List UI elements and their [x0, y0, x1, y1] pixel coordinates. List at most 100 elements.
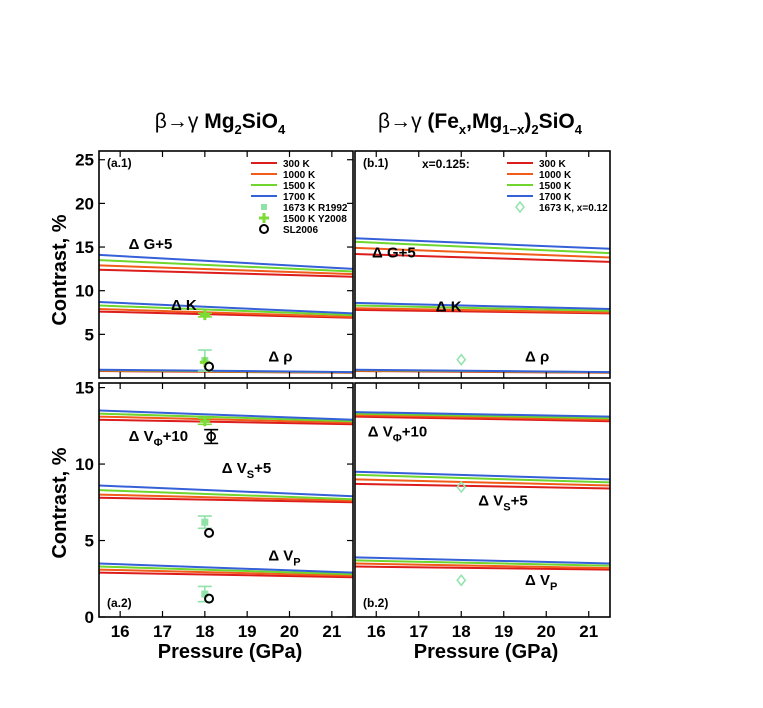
legend-label-2: 1500 K	[283, 181, 316, 192]
series-line-300k-0	[355, 415, 610, 423]
panel-label-b2: (b.2)	[363, 596, 388, 610]
x-tick-label-16: 16	[111, 622, 130, 641]
y-tick-label-15: 15	[75, 238, 94, 257]
series-line-1700k-11	[99, 368, 353, 374]
panel-frame	[98, 382, 354, 618]
series-line-300k-8	[99, 571, 353, 579]
series-line-1700k-3	[355, 237, 610, 250]
legend-label-4: 1673 K, x=0.12	[539, 203, 608, 214]
x-tick-label-16: 16	[367, 622, 386, 641]
series-line-300k-4	[355, 308, 610, 315]
annotations: Δ G+5 Δ K Δ ρ	[129, 236, 293, 366]
series-line-1500k-2	[99, 412, 353, 423]
annotation-2: Δ ρ	[525, 348, 549, 365]
series-line-1700k-3	[355, 411, 610, 418]
annotation-2: Δ ρ	[268, 348, 292, 365]
series-line-1000k-1	[355, 414, 610, 421]
series-line-1500k-6	[355, 473, 610, 484]
annotation-0: Δ VΦ+10	[368, 424, 427, 445]
series-line-1000k-5	[355, 478, 610, 487]
series-line-1000k-1	[99, 415, 353, 424]
legend-label-1: 1000 K	[539, 170, 572, 181]
x-ticks	[375, 151, 590, 378]
x-tick-label-21: 21	[322, 622, 341, 641]
series-line-1500k-6	[99, 489, 353, 501]
series-line-300k-8	[355, 565, 610, 571]
panel-b2: 16 17 18 19 20 21 (b.2) Δ VΦ+10 Δ VS+5 Δ VP	[354, 382, 611, 641]
series-line-1500k-2	[355, 412, 610, 420]
y-tick-label-10: 10	[75, 282, 94, 301]
series-lines	[99, 253, 353, 374]
y-tick-label-25: 25	[75, 151, 94, 170]
series-line-1000k-1	[355, 246, 610, 259]
point-circle-5	[204, 593, 215, 604]
series-line-1500k-2	[99, 259, 353, 273]
panel-titles: β→γ Mg2SiO4 β→γ (Fex,Mg1−x)2SiO4	[155, 110, 583, 137]
legend-swatch-6	[259, 224, 269, 234]
series-line-300k-4	[99, 496, 353, 504]
y-tick-label-5: 5	[85, 532, 94, 551]
series-line-300k-0	[355, 253, 610, 263]
x-tick-label-17: 17	[409, 622, 428, 641]
legend-label-5: 1500 K Y2008	[283, 214, 347, 225]
legend-label-3: 1700 K	[539, 192, 572, 203]
series-lines	[99, 409, 353, 579]
point-phi-1	[206, 431, 217, 442]
series-line-1000k-5	[99, 493, 353, 502]
series-lines	[355, 411, 610, 571]
legend-label-2: 1500 K	[539, 181, 572, 192]
x-ticks	[119, 151, 333, 378]
legend-label-4: 1673 K R1992	[283, 203, 348, 214]
legend-swatch-4	[261, 204, 267, 210]
series-line-1700k-3	[99, 409, 353, 421]
legend-label-6: SL2006	[283, 225, 318, 236]
y-ticks: 0 5 10 15	[75, 379, 353, 627]
data-points	[197, 416, 219, 604]
series-line-1700k-7	[99, 484, 353, 498]
x-tick-label-20: 20	[537, 622, 556, 641]
panel-subtitle-b1: x=0.125:	[422, 157, 470, 171]
y-tick-label-20: 20	[75, 194, 94, 213]
legend-swatch-4	[514, 200, 526, 214]
y-axis-label-bottom: Contrast, %	[49, 447, 71, 558]
legend-label-0: 300 K	[283, 159, 310, 170]
annotation-0: Δ G+5	[372, 245, 416, 262]
panel-a2: 16 17 18 19 20 21 0 5 10 15 (a.2) Δ VΦ+10 Δ VS+5 Δ VP	[75, 379, 354, 641]
annotation-2: Δ VP	[268, 547, 300, 568]
y-ticks: 5 10 15 20 25	[75, 151, 353, 344]
panel-title-right: β→γ (Fex,Mg1−x)2SiO4	[378, 110, 583, 137]
x-ticks: 16 17 18 19 20 21	[111, 383, 341, 641]
series-line-1500k-6	[99, 304, 353, 317]
series-line-1700k-3	[99, 253, 353, 270]
y-axis-label-top: Contrast, %	[49, 214, 71, 325]
series-line-300k-4	[99, 310, 353, 319]
series-line-1500k-6	[355, 304, 610, 312]
series-line-1500k-10	[355, 559, 610, 567]
annotation-1: Δ K	[436, 299, 462, 316]
point-square-2	[201, 518, 209, 526]
panel-label-b1: (b.1)	[363, 156, 388, 170]
panel-title-left: β→γ Mg2SiO4	[155, 110, 286, 137]
data-points	[197, 310, 215, 372]
series-line-1500k-2	[355, 240, 610, 255]
series-line-1700k-7	[355, 301, 610, 310]
x-tick-label-19: 19	[238, 622, 257, 641]
y-tick-label-15: 15	[75, 379, 94, 398]
point-diamond-1	[456, 574, 467, 587]
x-tick-label-20: 20	[280, 622, 299, 641]
x-tick-label-21: 21	[579, 622, 598, 641]
series-line-1000k-1	[99, 264, 353, 276]
legend-label-3: 1700 K	[283, 192, 316, 203]
legend-swatch-5	[259, 213, 269, 223]
annotation-0: Δ VΦ+10	[129, 428, 188, 449]
series-line-1000k-9	[355, 562, 610, 570]
x-axis-label-right: Pressure (GPa)	[414, 641, 559, 663]
series-line-1700k-11	[355, 368, 610, 374]
series-line-1500k-10	[99, 565, 353, 576]
x-tick-label-18: 18	[195, 622, 214, 641]
x-tick-label-17: 17	[153, 622, 172, 641]
